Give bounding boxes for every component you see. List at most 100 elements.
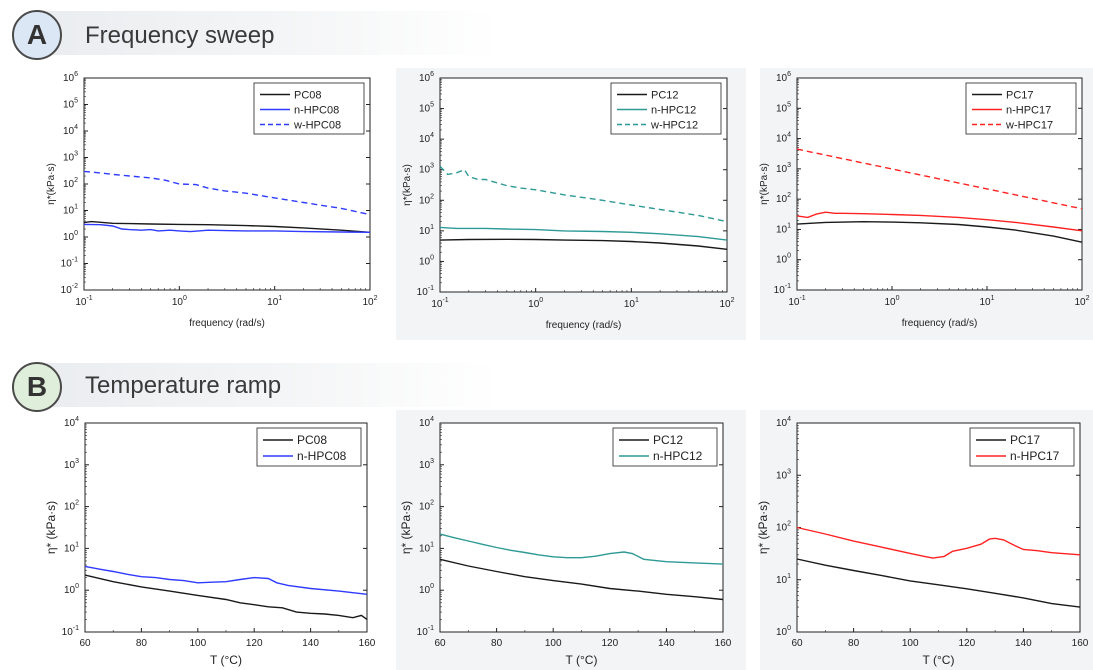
legend-label: PC17 [1010, 433, 1040, 447]
x-tick-label: 10-1 [75, 295, 92, 308]
legend-box [965, 82, 1077, 135]
series-line-n-HPC08 [83, 223, 371, 233]
x-tick-label: 10-1 [788, 295, 805, 308]
series-line-PC17 [796, 558, 1081, 608]
y-tick-label: 102 [419, 500, 434, 513]
x-axis-label: frequency (rad/s) [546, 320, 622, 331]
legend-box [612, 427, 718, 467]
section-b-title: Temperature ramp [85, 372, 282, 399]
x-tick-label: 100 [545, 638, 562, 649]
legend-label: w-HPC08 [293, 120, 341, 132]
legend-box [969, 427, 1075, 467]
series-line-PC17 [796, 220, 1083, 243]
series-line-n-HPC12 [439, 533, 724, 565]
x-tick-label: 102 [719, 297, 734, 310]
series-line-PC12 [439, 558, 724, 601]
y-tick-label: 10-1 [61, 257, 78, 270]
section-a-title: Frequency sweep [85, 22, 275, 49]
y-axis-label: η*(kPa·s) [46, 163, 57, 205]
y-tick-label: 103 [776, 468, 791, 481]
chart-b2: 10-1 100 101 102 103 104 60 80 100 120 140 160 T (°C… [399, 416, 732, 667]
x-tick-label: 120 [246, 638, 263, 649]
chart-a2: 10-1 100 101 102 103 104 105 106 10-1 100 101 102 fr… [402, 71, 735, 331]
y-tick-label: 102 [776, 521, 791, 534]
y-tick-label: 106 [776, 71, 791, 84]
legend-label: PC12 [653, 433, 683, 447]
series-line-PC12 [439, 238, 728, 250]
series-line-n-HPC17 [796, 211, 1083, 232]
series-line-PC08 [84, 574, 368, 620]
y-axis-label: η* (kPa·s) [756, 501, 770, 554]
y-tick-label: 103 [419, 458, 434, 471]
x-axis-label: T (°C) [923, 653, 955, 667]
legend-label: w-HPC17 [1005, 120, 1053, 132]
y-tick-label: 10-1 [417, 285, 434, 298]
series-line-n-HPC17 [796, 526, 1081, 559]
y-tick-label: 104 [776, 416, 791, 429]
x-tick-label: 102 [362, 295, 377, 308]
x-tick-label: 102 [1074, 295, 1089, 308]
legend-label: PC08 [294, 90, 322, 102]
section-a-banner [20, 11, 500, 55]
y-tick-label: 104 [419, 416, 434, 429]
section-b-banner [20, 363, 500, 407]
y-tick-label: 10-1 [417, 625, 434, 638]
y-tick-label: 101 [419, 224, 434, 237]
x-tick-label: 60 [434, 638, 446, 649]
y-tick-label: 104 [776, 132, 791, 145]
y-tick-label: 104 [419, 132, 434, 145]
y-tick-label: 100 [419, 254, 434, 267]
x-tick-label: 140 [1015, 638, 1032, 649]
legend-label: PC17 [1006, 90, 1034, 102]
y-tick-label: 105 [63, 98, 78, 111]
y-tick-label: 10-1 [774, 283, 791, 296]
legend-box [256, 427, 362, 467]
y-tick-label: 105 [776, 101, 791, 114]
series-line-w-HPC08 [83, 170, 371, 216]
x-tick-label: 60 [791, 638, 803, 649]
y-tick-label: 100 [776, 253, 791, 266]
section-b-badge: B [12, 362, 62, 412]
legend-label: n-HPC17 [1010, 449, 1060, 463]
chart-b3: 100 101 102 103 104 60 80 100 120 140 160 T (°C) η* … [756, 416, 1089, 667]
legend-label: n-HPC08 [297, 449, 347, 463]
y-tick-label: 101 [64, 541, 79, 554]
y-tick-label: 105 [419, 102, 434, 115]
x-tick-label: 101 [979, 295, 994, 308]
x-tick-label: 10-1 [431, 297, 448, 310]
x-axis-label: T (°C) [566, 653, 598, 667]
y-tick-label: 106 [63, 71, 78, 84]
x-tick-label: 100 [172, 295, 187, 308]
legend-label: n-HPC12 [651, 105, 696, 117]
x-tick-label: 100 [528, 297, 543, 310]
legend-label: n-HPC17 [1006, 105, 1051, 117]
y-tick-label: 102 [776, 192, 791, 205]
y-tick-label: 103 [419, 163, 434, 176]
y-tick-label: 101 [776, 573, 791, 586]
legend-label: n-HPC08 [294, 105, 339, 117]
y-tick-label: 103 [63, 151, 78, 164]
y-axis-label: η*(kPa·s) [759, 163, 770, 205]
legend-label: n-HPC12 [653, 449, 703, 463]
x-tick-label: 101 [267, 295, 282, 308]
x-tick-label: 120 [601, 638, 618, 649]
y-axis-label: η* (kPa·s) [44, 501, 58, 554]
x-tick-label: 100 [902, 638, 919, 649]
x-tick-label: 80 [491, 638, 503, 649]
x-axis-label: T (°C) [210, 653, 242, 667]
x-tick-label: 100 [189, 638, 206, 649]
x-axis-label: frequency (rad/s) [902, 318, 978, 329]
y-tick-label: 101 [63, 204, 78, 217]
y-tick-label: 100 [63, 230, 78, 243]
x-tick-label: 100 [884, 295, 899, 308]
series-line-w-HPC12 [439, 165, 728, 223]
y-axis-label: η* (kPa·s) [399, 501, 413, 554]
series-line-n-HPC12 [439, 226, 728, 241]
y-tick-label: 102 [64, 500, 79, 513]
legend-label: w-HPC12 [650, 120, 698, 132]
legend-box [253, 82, 365, 135]
y-tick-label: 101 [776, 222, 791, 235]
chart-a3: 10-1 100 101 102 103 104 105 106 10-1 100 101 102 fr… [759, 71, 1090, 329]
